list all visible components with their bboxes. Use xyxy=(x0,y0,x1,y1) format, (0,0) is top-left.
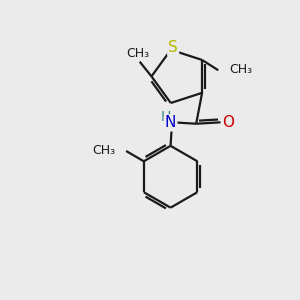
Text: S: S xyxy=(168,40,178,55)
Text: CH₃: CH₃ xyxy=(230,63,253,76)
Text: O: O xyxy=(222,115,234,130)
Text: CH₃: CH₃ xyxy=(127,47,150,60)
Text: H: H xyxy=(160,110,171,124)
Text: N: N xyxy=(165,116,176,130)
Text: CH₃: CH₃ xyxy=(93,145,116,158)
